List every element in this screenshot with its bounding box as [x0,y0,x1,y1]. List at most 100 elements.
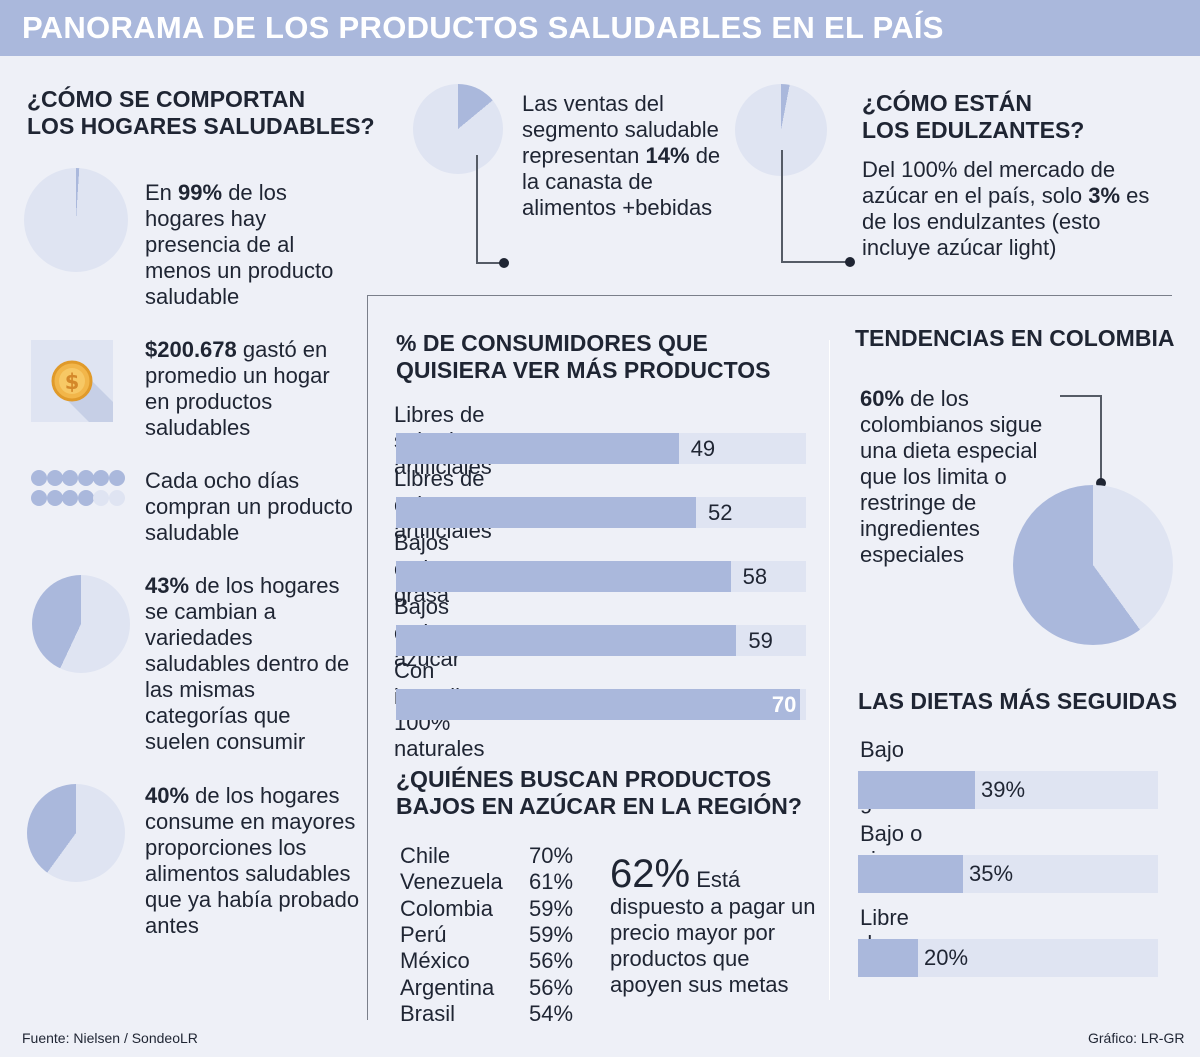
day-dot [62,470,78,486]
ventas-leader-line-h [476,262,504,264]
ventas-highlight: 14% [645,143,690,168]
consumidores-bar-track: 70 [396,689,806,720]
edulzantes-highlight: 3% [1088,183,1121,208]
day-dot [46,490,63,506]
edulzantes-heading-line1: ¿CÓMO ESTÁN [862,90,1032,116]
day-dot [108,470,125,486]
edulzantes-text: Del 100% del mercado de azúcar en el paí… [862,157,1150,260]
hogares-heading: ¿CÓMO SE COMPORTAN LOS HOGARES SALUDABLE… [27,86,375,140]
footer-source: Fuente: Nielsen / SondeoLR [22,1030,198,1046]
coin-icon: $ [31,340,113,422]
day-dot [31,490,47,506]
region-country-name: Chile [400,843,451,868]
day-dot [93,490,109,506]
region-country-name: Argentina [400,974,495,1000]
day-dot [46,470,63,486]
region-country-value: 56% [529,974,574,1000]
region-country-value: 61% [529,869,574,895]
calendar-dots-icon [31,470,125,510]
consumidores-heading-line2: QUISIERA VER MÁS PRODUCTOS [396,357,771,383]
region-country-name: México [400,948,470,974]
dietas-bar-value: 39% [981,777,1026,802]
consumidores-bar [396,433,679,464]
hogares-43-pie [32,575,130,673]
horizontal-divider [367,295,1172,296]
dietas-bar [858,855,963,893]
hogares-item-3: Cada ocho días compran un producto salud… [145,468,353,545]
page-title: PANORAMA DE LOS PRODUCTOS SALUDABLES EN … [22,10,944,45]
region-62-first: Está [696,867,741,892]
edulzantes-leader-dot [845,257,855,267]
region-62-block: 62% Está dispuesto a pagar un precio may… [610,854,820,998]
edulzantes-leader-line [781,150,783,263]
region-heading: ¿QUIÉNES BUSCAN PRODUCTOS BAJOS EN AZÚCA… [396,766,802,820]
region-country-name: Colombia [400,895,493,921]
hogares-item-4-highlight: 43% [145,573,190,598]
ventas-leader-dot [499,258,509,268]
tendencias-leader-h [1060,395,1102,397]
dietas-bar-value: 20% [924,945,969,970]
consumidores-bar-value: 70 [771,692,797,717]
consumidores-heading: % DE CONSUMIDORES QUE QUISIERA VER MÁS P… [396,330,770,384]
region-country-value: 56% [529,948,574,974]
ventas-leader-line [476,155,478,264]
hogares-heading-line2: LOS HOGARES SALUDABLES? [27,113,375,139]
vertical-divider-right [829,340,830,1000]
consumidores-bar-value: 52 [708,500,733,525]
consumidores-bar-value: 58 [742,564,768,589]
tendencias-heading: TENDENCIAS EN COLOMBIA [855,325,1175,351]
region-country-name: Venezuela [400,869,503,895]
edulzantes-heading-line2: LOS EDULZANTES? [862,117,1085,143]
ventas-14-pie [413,84,503,174]
region-heading-line2: BAJOS EN AZÚCAR EN LA REGIÓN? [396,793,802,819]
region-62-text: dispuesto a pagar un precio mayor por pr… [610,894,816,997]
hogares-item-2-highlight: $200.678 [145,337,237,362]
title-banner: PANORAMA DE LOS PRODUCTOS SALUDABLES EN … [0,0,1200,56]
hogares-item-5: 40% de los hogares consume en mayores pr… [145,783,360,938]
dietas-bar-label: Libre de lactosa [860,905,930,982]
hogares-item-1: En 99% de los hogares hay presencia de a… [145,180,334,309]
consumidores-bar-track: 59 [396,625,806,656]
hogares-40-pie [27,784,125,882]
tendencias-highlight: 60% [860,386,905,411]
tendencias-text: 60% de los colombianos sigue una dieta e… [860,386,1043,567]
svg-text:$: $ [65,370,80,394]
region-country-value: 59% [529,921,574,947]
tendencias-leader-dot [1096,478,1106,488]
hogares-item-4: 43% de los hogares se cambian a variedad… [145,573,350,754]
footer-credit: Gráfico: LR-GR [1088,1030,1185,1046]
consumidores-bar-track: 49 [396,433,806,464]
day-dot [77,470,94,486]
day-dot [108,490,125,506]
region-country-value: 70% [529,843,574,868]
consumidores-bar-track: 58 [396,561,806,592]
region-country-value: 54% [529,1000,574,1026]
region-country-name: Perú [400,921,447,947]
consumidores-bar [396,561,731,592]
hogares-item-2: $200.678 gastó en promedio un hogar en p… [145,337,330,440]
dietas-heading: LAS DIETAS MÁS SEGUIDAS [858,688,1178,714]
dietas-bar-value: 35% [969,861,1014,886]
hogares-item-1-highlight: 99% [178,180,223,205]
consumidores-bar-value: 59 [748,628,773,653]
region-62-value: 62% [610,852,691,896]
hogares-99-pie [24,168,128,272]
tendencias-60-pie [1013,485,1173,645]
consumidores-bar [396,497,696,528]
consumidores-heading-line1: % DE CONSUMIDORES QUE [396,330,708,356]
dietas-bar-track: 39% [858,771,1158,809]
hogares-item-5-highlight: 40% [145,783,190,808]
tendencias-leader-v [1100,395,1102,483]
day-dot [62,490,78,506]
consumidores-bar [396,689,800,720]
dietas-bar-track: 20% [858,939,1158,977]
day-dot [77,490,94,506]
consumidores-bar [396,625,737,656]
dietas-bar-track: 35% [858,855,1158,893]
region-heading-line1: ¿QUIÉNES BUSCAN PRODUCTOS [396,766,772,792]
consumidores-bar-value: 49 [690,436,716,461]
vertical-divider-left [367,295,368,1020]
dietas-bar [858,939,918,977]
region-country-name: Brasil [400,1000,456,1026]
edulzantes-heading: ¿CÓMO ESTÁN LOS EDULZANTES? [862,90,1084,144]
